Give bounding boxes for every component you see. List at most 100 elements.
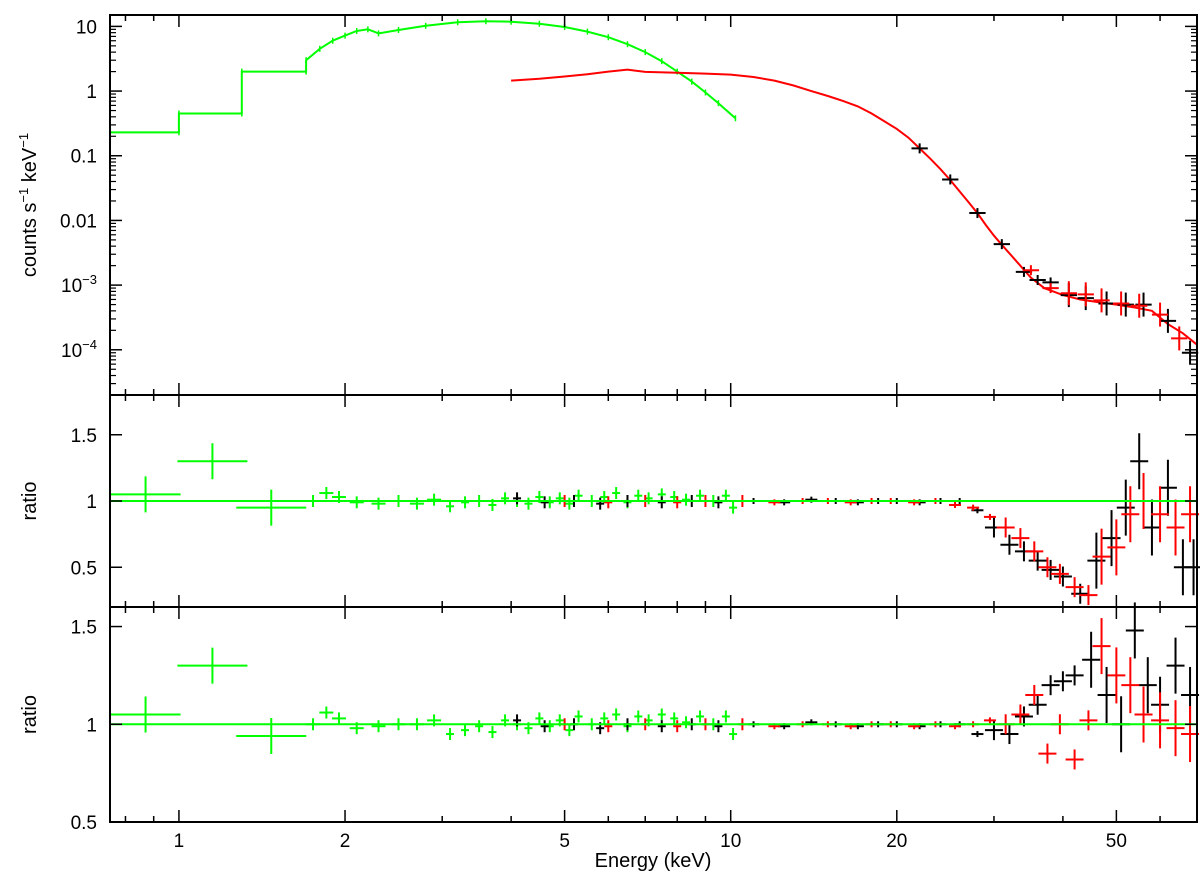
panel-1-point-4-3	[1060, 281, 1077, 306]
panel-2-point-1-22	[565, 497, 574, 510]
panel-3-point-1-33	[696, 710, 705, 723]
panel-1-point-4-7	[1131, 293, 1148, 318]
panel-3-ytick-label-2: 1	[86, 715, 97, 736]
panel-3-point-1-2	[177, 647, 248, 684]
panel-1-point-4-8	[1151, 302, 1169, 327]
panel-2-point-1-8	[371, 497, 386, 510]
panel-3-point-3-26	[1107, 647, 1126, 704]
panel-3-point-2-27	[1082, 631, 1101, 688]
panel-3-point-3-4	[673, 720, 682, 733]
ylabel-part: counts s	[19, 203, 41, 277]
panel-2-point-2-23	[1028, 550, 1047, 571]
panel-3-point-1-13	[461, 724, 470, 737]
panel-2-ytick-label-2: 1	[86, 492, 97, 513]
panel-2-point-1-13	[461, 496, 470, 509]
panel-2-point-2-32	[1158, 459, 1177, 516]
panel-3-point-3-23	[1065, 749, 1084, 770]
panel-3-point-3-29	[1151, 692, 1170, 749]
panel-1-point-3-13	[1159, 308, 1177, 333]
panel-3-point-2-33	[1166, 637, 1185, 694]
panel-3-point-3-30	[1166, 700, 1185, 757]
panel-2-point-1-21	[555, 492, 564, 505]
panel-3-point-1-1	[110, 696, 181, 733]
panel-3-point-2-31	[1138, 657, 1157, 714]
panel-3-point-3-24	[1079, 710, 1098, 731]
panel-3-point-2-2	[540, 720, 549, 733]
ylabel-part: −1	[16, 188, 31, 203]
panel-2-point-3-22	[1050, 563, 1069, 584]
x-axis-label: Energy (keV)	[595, 850, 712, 872]
panel-3-point-3-17	[983, 717, 996, 724]
panel-1-point-4-5	[1093, 288, 1110, 313]
panel-2-point-3-23	[1065, 577, 1084, 598]
panel-2-point-2-21	[1000, 534, 1019, 555]
panel-3-point-2-22	[1014, 706, 1033, 727]
panel-1-ytick-label-4: 0.01	[60, 211, 97, 232]
panel-1-point-3-12	[1135, 292, 1152, 317]
panel-3-frame	[109, 606, 1198, 823]
panel-2-ytick-label-3: 1.5	[71, 426, 97, 447]
panel-2-ytick-label-1: 0.5	[71, 558, 97, 579]
panel-2-point-2-30	[1130, 433, 1149, 490]
panel-2-point-2-6	[657, 496, 666, 509]
panel-2-point-2-24	[1041, 559, 1060, 580]
panel-3-point-1-23	[574, 710, 583, 723]
panel-2-point-2-31	[1142, 499, 1161, 556]
panel-3-point-3-19	[1011, 704, 1030, 725]
panel-3-point-2-19	[971, 731, 984, 738]
panel-3-point-1-35	[721, 710, 730, 723]
panel-3-ytick-label-3: 1.5	[71, 618, 97, 639]
panel-1-point-3-2	[942, 174, 959, 185]
panel-3-point-1-12	[446, 728, 455, 741]
panel-2-point-3-2	[604, 496, 613, 509]
panel-3-point-2-30	[1125, 602, 1144, 659]
panel-3-point-1-28	[634, 710, 643, 723]
panel-3-point-1-36	[729, 728, 738, 741]
panel-1-point-4-9	[1171, 326, 1188, 351]
panel-1-point-4-4	[1077, 282, 1094, 307]
panel-3-point-3-25	[1092, 618, 1111, 675]
panel-2-point-3-25	[1092, 528, 1111, 585]
panel-3-point-1-26	[612, 708, 621, 721]
panel-3-point-2-26	[1065, 665, 1084, 686]
panel-2-point-3-19	[1011, 528, 1030, 549]
panel-2-point-3-21	[1038, 557, 1057, 578]
panel-1-point-3-1	[911, 143, 928, 154]
panel-3-point-2-6	[657, 720, 666, 733]
panel-2-point-3-24	[1079, 585, 1098, 606]
panel-2-point-1-3	[236, 489, 307, 526]
panel-2-point-3-15	[949, 501, 962, 508]
panel-2: 0.5 1 1.5 ratio	[19, 394, 1200, 608]
panel-2-point-3-20	[1025, 541, 1044, 562]
panel-2-point-1-1	[110, 476, 181, 513]
panel-3-point-2-25	[1053, 671, 1072, 692]
panel-3: 0.5 1 1.5 ratio	[19, 602, 1200, 834]
x-tick-label-4: 10	[720, 831, 741, 852]
panel-1-point-3-3	[969, 208, 986, 219]
panel-2-point-3-18	[996, 517, 1015, 538]
ylabel-part: keV	[19, 147, 41, 188]
panel-2-point-1-23	[574, 489, 583, 502]
panel-3-point-2-28	[1097, 666, 1116, 723]
panel-3-point-2-21	[1000, 724, 1019, 745]
panel-3-point-1-8	[371, 720, 386, 733]
panel-2-point-3-17	[983, 513, 996, 520]
panel-3-point-2-8	[714, 720, 723, 733]
panel-1-ytick-label-1: 10	[76, 17, 97, 38]
panel-2-point-2-8	[714, 496, 723, 509]
x-tick-label-5: 20	[886, 831, 907, 852]
panel-2-point-3-4	[673, 496, 682, 509]
panel-3-point-1-5	[319, 706, 334, 719]
panel-2-point-2-27	[1087, 532, 1106, 589]
panel-2-point-2-29	[1116, 479, 1135, 536]
panel-2-point-1-33	[696, 489, 705, 502]
panel-3-point-3-28	[1134, 686, 1153, 743]
panel-1-ylabel: counts s−1 keV−1	[16, 133, 41, 277]
panel-3-point-1-31	[670, 712, 679, 725]
panel-3-point-1-15	[488, 726, 497, 739]
panel-2-point-1-16	[501, 492, 510, 505]
panel-2-point-2-25	[1053, 566, 1072, 587]
